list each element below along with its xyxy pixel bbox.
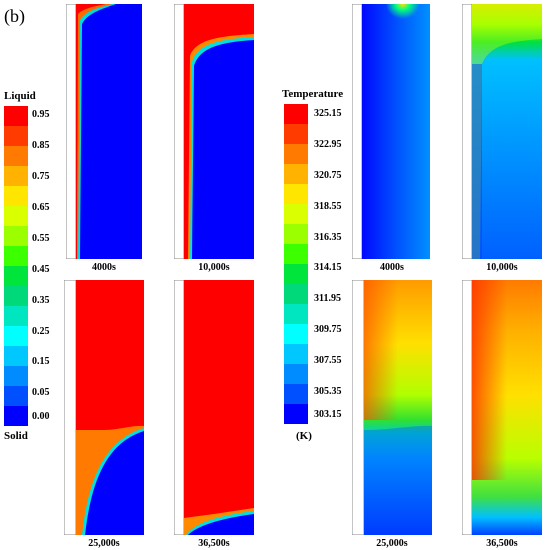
temp-panel-25000s xyxy=(352,280,432,535)
liquid-caption-4000s: 4000s xyxy=(92,262,116,273)
temp-legend-title: Temperature xyxy=(282,88,344,100)
liquid-caption-10000s: 10,000s xyxy=(198,262,230,273)
liquid-tick: 0.05 xyxy=(32,387,50,398)
temp-tick: 318.55 xyxy=(314,201,342,212)
figure-label: (b) xyxy=(4,6,25,26)
temp-tick: 320.75 xyxy=(314,170,342,181)
liquid-tick: 0.25 xyxy=(32,326,50,337)
liquid-panel-10000s xyxy=(174,4,254,259)
liquid-tick: 0.75 xyxy=(32,171,50,182)
temp-tick: 309.75 xyxy=(314,324,342,335)
liquid-panel-25000s xyxy=(64,280,144,535)
liquid-tick: 0.15 xyxy=(32,356,50,367)
temp-colorbar xyxy=(284,104,308,424)
temp-tick: 322.95 xyxy=(314,139,342,150)
temp-caption-25000s: 25,000s xyxy=(376,538,408,549)
temp-tick: 305.35 xyxy=(314,386,342,397)
temp-panel-10000s xyxy=(462,4,542,259)
liquid-legend-title: Liquid xyxy=(4,90,36,102)
temp-tick: 316.35 xyxy=(314,232,342,243)
temp-panel-36500s xyxy=(462,280,542,535)
liquid-caption-36500s: 36,500s xyxy=(198,538,230,549)
temp-panel-4000s xyxy=(352,4,430,259)
temp-caption-10000s: 10,000s xyxy=(486,262,518,273)
liquid-colorbar xyxy=(4,106,28,426)
temp-caption-4000s: 4000s xyxy=(380,262,404,273)
liquid-tick: 0.35 xyxy=(32,295,50,306)
temp-tick: 325.15 xyxy=(314,108,342,119)
liquid-panel-4000s xyxy=(66,4,142,259)
temp-tick: 311.95 xyxy=(314,293,341,304)
liquid-tick: 0.55 xyxy=(32,233,50,244)
liquid-legend-bottom-title: Solid xyxy=(4,430,28,442)
temp-tick: 303.15 xyxy=(314,409,342,420)
temp-tick: 314.15 xyxy=(314,262,342,273)
liquid-panel-36500s xyxy=(174,280,254,535)
liquid-tick: 0.65 xyxy=(32,202,50,213)
liquid-tick: 0.00 xyxy=(32,411,50,422)
liquid-caption-25000s: 25,000s xyxy=(88,538,120,549)
temp-caption-36500s: 36,500s xyxy=(486,538,518,549)
temp-tick: 307.55 xyxy=(314,355,342,366)
liquid-tick: 0.85 xyxy=(32,140,50,151)
liquid-tick: 0.45 xyxy=(32,264,50,275)
temp-legend-unit: (K) xyxy=(296,430,312,442)
liquid-tick: 0.95 xyxy=(32,109,50,120)
